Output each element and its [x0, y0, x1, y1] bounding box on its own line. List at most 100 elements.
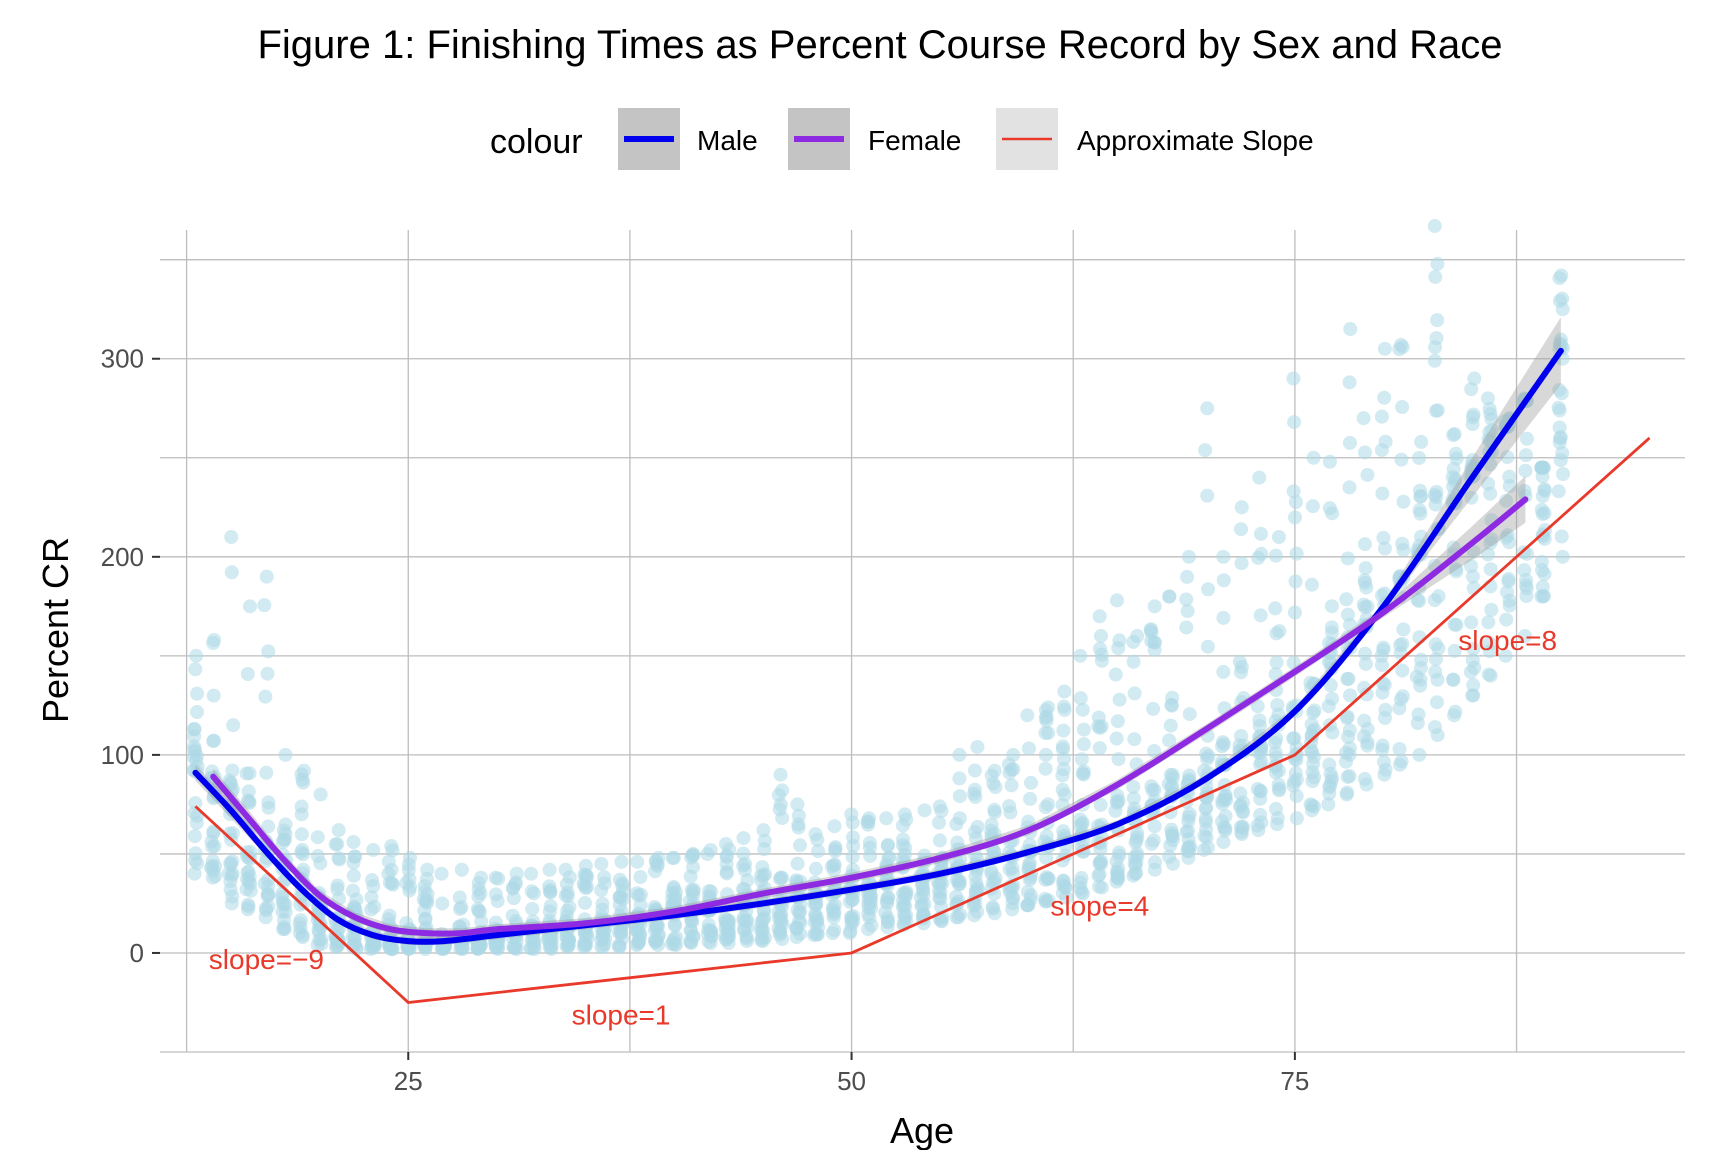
scatter-point [1554, 529, 1569, 544]
scatter-point [1499, 612, 1514, 627]
scatter-point [1288, 574, 1303, 589]
scatter-point [1022, 856, 1037, 871]
scatter-point [1057, 684, 1072, 699]
scatter-point [1055, 742, 1070, 757]
scatter-point [1130, 826, 1145, 841]
scatter-point [1041, 893, 1056, 908]
scatter-point [1395, 400, 1410, 415]
scatter-point [736, 846, 751, 861]
scatter-point [1448, 446, 1463, 461]
scatter-point [1481, 667, 1496, 682]
scatter-point [1412, 450, 1427, 465]
scatter-point [1555, 446, 1570, 461]
scatter-point [611, 938, 626, 953]
scatter-point [454, 862, 469, 877]
scatter-point [594, 883, 609, 898]
scatter-point [258, 901, 273, 916]
scatter-point [1233, 786, 1248, 801]
scatter-point [789, 873, 804, 888]
scatter-point [1467, 660, 1482, 675]
scatter-point [721, 913, 736, 928]
scatter-point [1109, 731, 1124, 746]
scatter-point [1357, 600, 1372, 615]
scatter-point [772, 802, 787, 817]
scatter-point [648, 864, 663, 879]
legend-label-approximate-slope: Approximate Slope [1077, 125, 1314, 156]
scatter-point [951, 910, 966, 925]
scatter-point [505, 881, 520, 896]
scatter-point [488, 940, 503, 955]
scatter-point [524, 866, 539, 881]
scatter-point [845, 849, 860, 864]
scatter-point [275, 895, 290, 910]
scatter-point [811, 844, 826, 859]
scatter-point [259, 569, 274, 584]
scatter-point [1181, 549, 1196, 564]
scatter-point [1038, 747, 1053, 762]
scatter-point [1179, 592, 1194, 607]
scatter-point [1396, 542, 1411, 557]
scatter-point [828, 844, 843, 859]
x-tick-label: 50 [837, 1066, 866, 1096]
scatter-point [1447, 617, 1462, 632]
scatter-point [224, 530, 239, 545]
scatter-point [917, 897, 932, 912]
scatter-point [187, 866, 202, 881]
scatter-point [1075, 702, 1090, 717]
scatter-point [366, 842, 381, 857]
scatter-point [597, 870, 612, 885]
scatter-point [1464, 615, 1479, 630]
scatter-point [1006, 762, 1021, 777]
scatter-point [1201, 749, 1216, 764]
scatter-point [1323, 678, 1338, 693]
scatter-point [312, 932, 327, 947]
scatter-point [1377, 710, 1392, 725]
scatter-point [700, 847, 715, 862]
scatter-point [1429, 331, 1444, 346]
scatter-point [347, 937, 362, 952]
scatter-point [1109, 794, 1124, 809]
scatter-point [345, 883, 360, 898]
scatter-point [985, 899, 1000, 914]
scatter-point [346, 868, 361, 883]
scatter-point [1394, 754, 1409, 769]
scatter-point [1555, 291, 1570, 306]
scatter-point [257, 598, 272, 613]
scatter-point [1038, 761, 1053, 776]
scatter-point [1020, 884, 1035, 899]
scatter-point [1536, 460, 1551, 475]
scatter-point [1076, 722, 1091, 737]
scatter-point [1126, 654, 1141, 669]
scatter-point [313, 856, 328, 871]
scatter-point [952, 874, 967, 889]
scatter-point [737, 863, 752, 878]
scatter-point [1003, 805, 1018, 820]
scatter-point [1216, 573, 1231, 588]
scatter-point [1374, 409, 1389, 424]
scatter-point [364, 902, 379, 917]
scatter-point [1431, 641, 1446, 656]
scatter-point [1111, 641, 1126, 656]
scatter-point [1376, 754, 1391, 769]
scatter-point [1551, 400, 1566, 415]
scatter-point [1413, 506, 1428, 521]
scatter-point [1480, 391, 1495, 406]
scatter-point [381, 854, 396, 869]
scatter-point [808, 861, 823, 876]
scatter-point [226, 718, 241, 733]
scatter-point [416, 892, 431, 907]
scatter-point [1216, 549, 1231, 564]
scatter-point [1555, 549, 1570, 564]
scatter-point [1359, 687, 1374, 702]
scatter-point [1254, 815, 1269, 830]
scatter-point [1325, 506, 1340, 521]
scatter-point [1377, 390, 1392, 405]
scatter-point [1056, 723, 1071, 738]
scatter-point [1429, 695, 1444, 710]
scatter-point [241, 850, 256, 865]
scatter-point [1446, 479, 1461, 494]
scatter-point [1147, 819, 1162, 834]
scatter-point [472, 904, 487, 919]
scatter-point [1002, 862, 1017, 877]
scatter-point [525, 901, 540, 916]
